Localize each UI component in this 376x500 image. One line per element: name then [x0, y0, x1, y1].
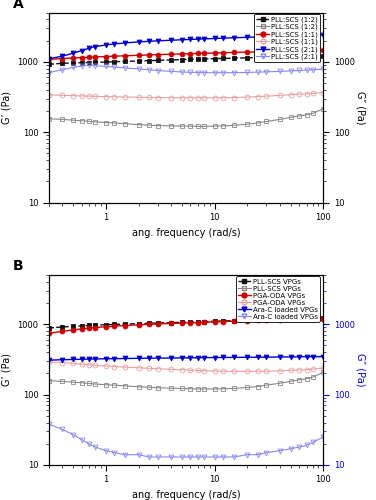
Legend: PLL:SCS (1:2), PLL:SCS (1:2), PLL:SCS (1:1), PLL:SCS (1:1), PLL:SCS (2:1), PLL:S: PLL:SCS (1:2), PLL:SCS (1:2), PLL:SCS (1…	[254, 14, 320, 62]
Y-axis label: G″ (Pa): G″ (Pa)	[356, 353, 366, 386]
Legend: PLL-SCS VPGs, PLL-SCS VPGs, PGA-ODA VPGs, PGA-ODA VPGs, Ara-C loaded VPGs, Ara-C: PLL-SCS VPGs, PLL-SCS VPGs, PGA-ODA VPGs…	[236, 276, 320, 322]
Y-axis label: G″ (Pa): G″ (Pa)	[356, 91, 366, 124]
Y-axis label: G’ (Pa): G’ (Pa)	[2, 91, 12, 124]
X-axis label: ang. frequency (rad/s): ang. frequency (rad/s)	[132, 490, 240, 500]
Text: A: A	[13, 0, 24, 10]
Y-axis label: G’ (Pa): G’ (Pa)	[2, 354, 12, 386]
X-axis label: ang. frequency (rad/s): ang. frequency (rad/s)	[132, 228, 240, 237]
Text: B: B	[13, 259, 24, 273]
